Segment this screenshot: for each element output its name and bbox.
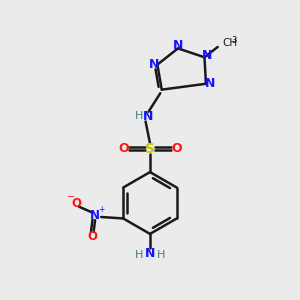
Text: CH: CH bbox=[222, 38, 237, 47]
Text: O: O bbox=[87, 230, 97, 243]
Text: 3: 3 bbox=[232, 37, 237, 46]
Text: S: S bbox=[145, 142, 155, 155]
Text: H: H bbox=[157, 250, 165, 260]
Text: N: N bbox=[173, 39, 183, 52]
Text: N: N bbox=[145, 247, 155, 260]
Text: O: O bbox=[171, 142, 182, 155]
Text: H: H bbox=[135, 111, 143, 121]
Text: N: N bbox=[148, 58, 159, 71]
Text: N: N bbox=[90, 209, 100, 222]
Text: O: O bbox=[71, 197, 81, 210]
Text: +: + bbox=[98, 205, 105, 214]
Text: H: H bbox=[135, 250, 143, 260]
Text: N: N bbox=[143, 110, 154, 123]
Text: O: O bbox=[118, 142, 129, 155]
Text: N: N bbox=[202, 49, 213, 62]
Text: −: − bbox=[67, 192, 75, 202]
Text: N: N bbox=[205, 77, 215, 90]
